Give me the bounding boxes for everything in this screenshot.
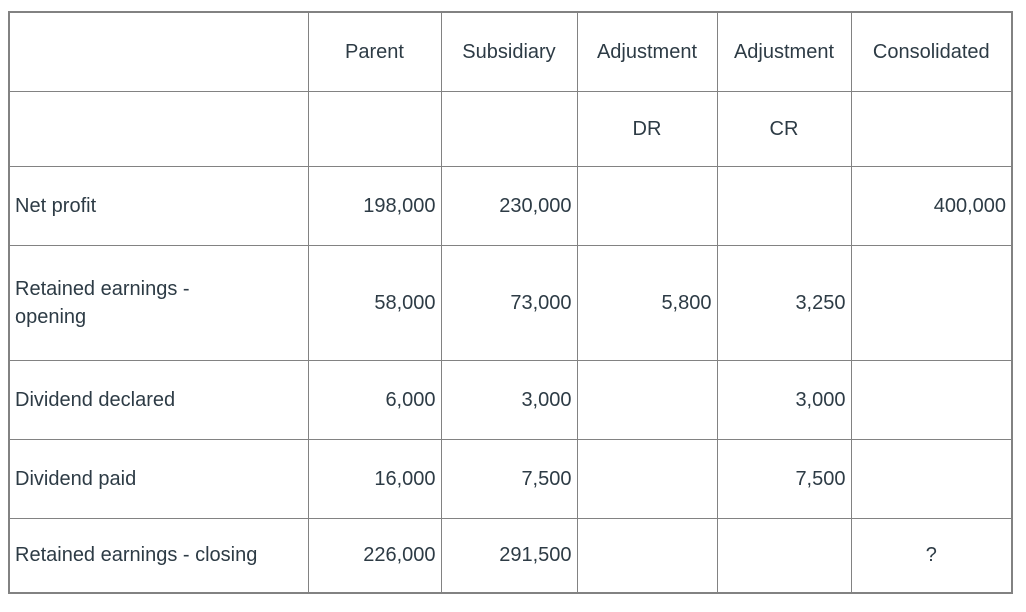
cell-label: Dividend declared bbox=[8, 359, 309, 440]
col-header-consolidated: Consolidated bbox=[850, 11, 1013, 92]
consolidation-worksheet-table: Parent Subsidiary Adjustment Adjustment … bbox=[8, 11, 1013, 594]
corner-blank-cell bbox=[8, 11, 309, 92]
cell-label: Dividend paid bbox=[8, 438, 309, 519]
cell-adjustment-dr-value bbox=[576, 359, 718, 440]
row-net-profit: Net profit 198,000 230,000 400,000 bbox=[8, 165, 1013, 246]
cell-consolidated-unknown: ? bbox=[850, 517, 1013, 594]
row-dividend-declared: Dividend declared 6,000 3,000 3,000 bbox=[8, 359, 1013, 440]
cell-adjustment-dr-value bbox=[576, 517, 718, 594]
cell-label: Retained earnings - closing bbox=[8, 517, 309, 594]
col-header-parent: Parent bbox=[307, 11, 442, 92]
col-header-adjustment-cr: Adjustment bbox=[716, 11, 852, 92]
cell-parent-value: 6,000 bbox=[307, 359, 442, 440]
cell-label: Net profit bbox=[8, 165, 309, 246]
worksheet-container: Parent Subsidiary Adjustment Adjustment … bbox=[8, 11, 1013, 594]
blank-cell bbox=[440, 90, 578, 167]
cell-consolidated-value: 400,000 bbox=[850, 165, 1013, 246]
blank-cell bbox=[850, 90, 1013, 167]
row-retained-earnings-closing: Retained earnings - closing 226,000 291,… bbox=[8, 517, 1013, 594]
cell-adjustment-cr-value bbox=[716, 165, 852, 246]
cell-adjustment-cr-value: 3,250 bbox=[716, 244, 852, 361]
row-retained-earnings-opening: Retained earnings - opening 58,000 73,00… bbox=[8, 244, 1013, 361]
blank-cell bbox=[8, 90, 309, 167]
col-header-subsidiary: Subsidiary bbox=[440, 11, 578, 92]
cell-subsidiary-value: 7,500 bbox=[440, 438, 578, 519]
subheader-cr: CR bbox=[716, 90, 852, 167]
cell-adjustment-cr-value bbox=[716, 517, 852, 594]
cell-subsidiary-value: 230,000 bbox=[440, 165, 578, 246]
cell-consolidated-value bbox=[850, 244, 1013, 361]
cell-adjustment-cr-value: 7,500 bbox=[716, 438, 852, 519]
cell-consolidated-value bbox=[850, 438, 1013, 519]
cell-subsidiary-value: 291,500 bbox=[440, 517, 578, 594]
header-row-1: Parent Subsidiary Adjustment Adjustment … bbox=[8, 11, 1013, 92]
cell-subsidiary-value: 3,000 bbox=[440, 359, 578, 440]
cell-parent-value: 58,000 bbox=[307, 244, 442, 361]
header-row-2: DR CR bbox=[8, 90, 1013, 167]
col-header-adjustment-dr: Adjustment bbox=[576, 11, 718, 92]
cell-label: Retained earnings - opening bbox=[8, 244, 309, 361]
cell-parent-value: 198,000 bbox=[307, 165, 442, 246]
cell-subsidiary-value: 73,000 bbox=[440, 244, 578, 361]
cell-parent-value: 16,000 bbox=[307, 438, 442, 519]
cell-parent-value: 226,000 bbox=[307, 517, 442, 594]
cell-adjustment-cr-value: 3,000 bbox=[716, 359, 852, 440]
blank-cell bbox=[307, 90, 442, 167]
cell-adjustment-dr-value bbox=[576, 165, 718, 246]
cell-adjustment-dr-value: 5,800 bbox=[576, 244, 718, 361]
cell-adjustment-dr-value bbox=[576, 438, 718, 519]
subheader-dr: DR bbox=[576, 90, 718, 167]
cell-consolidated-value bbox=[850, 359, 1013, 440]
row-dividend-paid: Dividend paid 16,000 7,500 7,500 bbox=[8, 438, 1013, 519]
